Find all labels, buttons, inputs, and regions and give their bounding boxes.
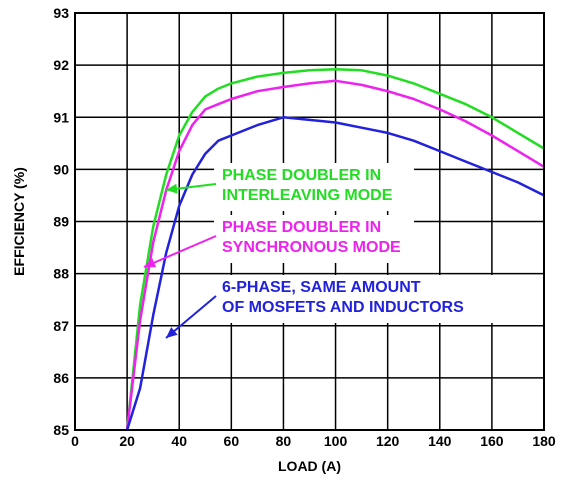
y-tick-label: 87 (53, 318, 69, 334)
annotation-label: 6-PHASE, SAME AMOUNT OF MOSFETS AND INDUC… (222, 279, 464, 316)
x-tick-label: 120 (376, 433, 400, 449)
y-tick-label: 88 (53, 266, 69, 282)
y-tick-label: 85 (53, 422, 69, 438)
y-axis-label: EFFICIENCY (%) (11, 167, 27, 276)
x-tick-label: 160 (480, 433, 504, 449)
annotation-arrowhead (144, 258, 157, 268)
annotation-background (214, 275, 502, 323)
y-tick-label: 86 (53, 370, 69, 386)
series-lines (125, 68, 545, 431)
annotation-arrowhead (166, 327, 178, 338)
annotation-background (214, 215, 414, 263)
x-tick-label: 100 (324, 433, 348, 449)
x-axis-label: LOAD (A) (278, 458, 341, 474)
series-line-3 (125, 116, 545, 431)
annotation-line: OF MOSFETS AND INDUCTORS (222, 299, 464, 316)
annotation-line: PHASE DOUBLER IN (222, 219, 381, 236)
x-tick-label: 80 (276, 433, 292, 449)
x-tick-label: 0 (71, 433, 79, 449)
y-tick-label: 92 (53, 57, 69, 73)
x-tick-label: 60 (224, 433, 240, 449)
tick-labels: 0 20 40 60 80 100 120 140 160 180 85 86 87 88 89 90 91 92… (53, 5, 555, 449)
annotation-label: PHASE DOUBLER IN INTERLEAVING MODE (222, 167, 393, 204)
y-tick-label: 90 (53, 161, 69, 177)
x-tick-label: 20 (119, 433, 135, 449)
annotation-line: PHASE DOUBLER IN (222, 167, 381, 184)
annotation-line: INTERLEAVING MODE (222, 187, 393, 204)
x-tick-label: 180 (532, 433, 556, 449)
x-tick-label: 40 (171, 433, 187, 449)
series-line-2 (125, 79, 545, 431)
plot-frame (74, 12, 545, 431)
annotation-label: PHASE DOUBLER IN SYNCHRONOUS MODE (222, 219, 401, 256)
annotation-line: 6-PHASE, SAME AMOUNT (222, 279, 421, 296)
annotation-arrowhead (166, 183, 178, 194)
annotation-arrow (143, 235, 217, 268)
series-line-1 (125, 68, 545, 431)
x-tick-label: 140 (428, 433, 452, 449)
y-tick-label: 89 (53, 214, 69, 230)
annotation-background (214, 163, 414, 211)
y-tick-label: 91 (53, 109, 69, 125)
y-tick-label: 93 (53, 5, 69, 21)
annotation-line: SYNCHRONOUS MODE (222, 239, 401, 256)
